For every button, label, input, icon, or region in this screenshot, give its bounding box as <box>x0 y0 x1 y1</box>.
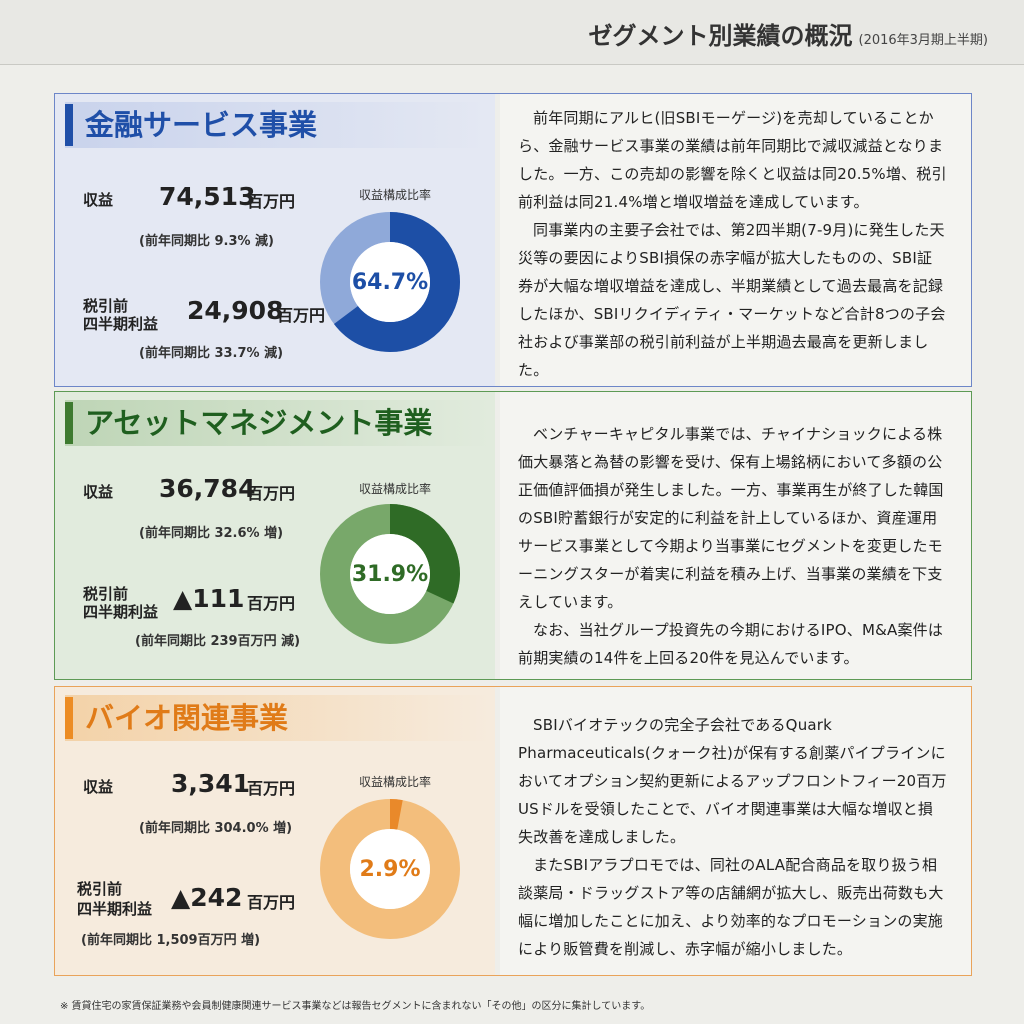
profit-unit: 百万円 <box>247 893 296 912</box>
section-summary-panel: 金融サービス事業 収益 74,513 百万円 (前年同期比 9.3% 減) 税引… <box>55 94 495 386</box>
section-title-text: アセットマネジメント事業 <box>85 406 433 440</box>
revenue-unit: 百万円 <box>247 779 296 798</box>
revenue-unit: 百万円 <box>247 192 296 211</box>
profit-value: ▲242 <box>171 883 243 912</box>
revenue-label: 収益 <box>83 778 114 796</box>
footnote: ※ 賃貸住宅の家賃保証業務や会員制健康関連サービス事業などは報告セグメントに含ま… <box>60 1001 651 1012</box>
section-commentary: SBIバイオテックの完全子会社であるQuark Pharmaceuticals(… <box>500 687 971 975</box>
commentary-paragraph: 同事業内の主要子会社では、第2四半期(7-9月)に発生した天災等の要因によりSB… <box>518 221 946 379</box>
page-header: ゼグメント別業績の概況 (2016年3月期上半期) <box>0 0 1024 65</box>
profit-change-note: (前年同期比 239百万円 減) <box>135 634 301 649</box>
profit-label-line1: 税引前 <box>83 585 129 603</box>
profit-value: 24,908 <box>187 296 284 325</box>
commentary-paragraph: なお、当社グループ投資先の今期におけるIPO、M&A案件は前期実績の14件を上回… <box>518 621 944 667</box>
section-title: アセットマネジメント事業 <box>65 400 489 446</box>
title-accent-bar <box>65 402 73 444</box>
revenue-change-note: (前年同期比 9.3% 減) <box>139 234 274 249</box>
page-title-text: ゼグメント別業績の概況 <box>588 22 853 50</box>
profit-unit: 百万円 <box>247 594 296 613</box>
profit-label-line2: 四半期利益 <box>83 603 159 621</box>
donut-svg <box>320 504 460 644</box>
revenue-value: 74,513 <box>159 182 256 211</box>
page-period: (2016年3月期上半期) <box>858 33 989 48</box>
section-financial-services: 金融サービス事業 収益 74,513 百万円 (前年同期比 9.3% 減) 税引… <box>54 93 972 387</box>
donut-hole <box>350 534 430 614</box>
title-accent-bar <box>65 697 73 739</box>
profit-unit: 百万円 <box>277 306 326 325</box>
revenue-label: 収益 <box>83 483 114 501</box>
section-commentary: 前年同期にアルヒ(旧SBIモーゲージ)を売却していることから、金融サービス事業の… <box>500 94 971 386</box>
profit-label-line2: 四半期利益 <box>83 315 159 333</box>
commentary-paragraph: SBIバイオテックの完全子会社であるQuark Pharmaceuticals(… <box>518 716 947 846</box>
page-title: ゼグメント別業績の概況 (2016年3月期上半期) <box>589 16 989 51</box>
profit-value: ▲111 <box>173 584 245 613</box>
commentary-paragraph: ベンチャーキャピタル事業では、チャイナショックによる株価大暴落と為替の影響を受け… <box>518 425 944 611</box>
profit-label-line1: 税引前 <box>77 880 123 898</box>
revenue-value: 36,784 <box>159 474 256 503</box>
revenue-unit: 百万円 <box>247 484 296 503</box>
section-title-text: 金融サービス事業 <box>85 108 318 142</box>
profit-label-line1: 税引前 <box>83 297 129 315</box>
donut-share-arc <box>320 799 460 939</box>
section-title-text: バイオ関連事業 <box>85 701 289 735</box>
revenue-share-percent: 2.9% <box>359 857 421 882</box>
profit-change-note: (前年同期比 1,509百万円 増) <box>81 933 261 948</box>
section-title: 金融サービス事業 <box>65 102 489 148</box>
revenue-change-note: (前年同期比 304.0% 増) <box>139 821 293 836</box>
donut-share-arc <box>320 212 460 352</box>
commentary-paragraph: またSBIアラプロモでは、同社のALA配合商品を取り扱う相談薬局・ドラッグストア… <box>518 856 944 958</box>
revenue-change-note: (前年同期比 32.6% 増) <box>139 526 284 541</box>
profit-change-note: (前年同期比 33.7% 減) <box>139 346 284 361</box>
title-accent-bar <box>65 104 73 146</box>
section-asset-management: アセットマネジメント事業 収益 36,784 百万円 (前年同期比 32.6% … <box>54 391 972 680</box>
section-summary-panel: バイオ関連事業 収益 3,341 百万円 (前年同期比 304.0% 増) 税引… <box>55 687 495 975</box>
revenue-share-donut <box>320 799 460 939</box>
revenue-label: 収益 <box>83 191 114 209</box>
revenue-share-donut <box>320 212 460 352</box>
section-commentary: ベンチャーキャピタル事業では、チャイナショックによる株価大暴落と為替の影響を受け… <box>500 392 971 679</box>
section-title: バイオ関連事業 <box>65 695 489 741</box>
revenue-share-percent: 64.7% <box>351 270 429 295</box>
section-biotech: バイオ関連事業 収益 3,341 百万円 (前年同期比 304.0% 増) 税引… <box>54 686 972 976</box>
chart-label: 収益構成比率 <box>358 775 431 789</box>
revenue-share-percent: 31.9% <box>351 562 429 587</box>
profit-label-line2: 四半期利益 <box>77 900 153 918</box>
chart-label: 収益構成比率 <box>358 482 431 496</box>
revenue-value: 3,341 <box>171 769 251 798</box>
donut-hole <box>350 829 430 909</box>
commentary-paragraph: 前年同期にアルヒ(旧SBIモーゲージ)を売却していることから、金融サービス事業の… <box>518 109 947 211</box>
section-summary-panel: アセットマネジメント事業 収益 36,784 百万円 (前年同期比 32.6% … <box>55 392 495 679</box>
donut-svg <box>320 799 460 939</box>
donut-share-arc <box>320 504 460 644</box>
revenue-share-donut <box>320 504 460 644</box>
donut-svg <box>320 212 460 352</box>
chart-label: 収益構成比率 <box>358 188 431 202</box>
donut-hole <box>350 242 430 322</box>
